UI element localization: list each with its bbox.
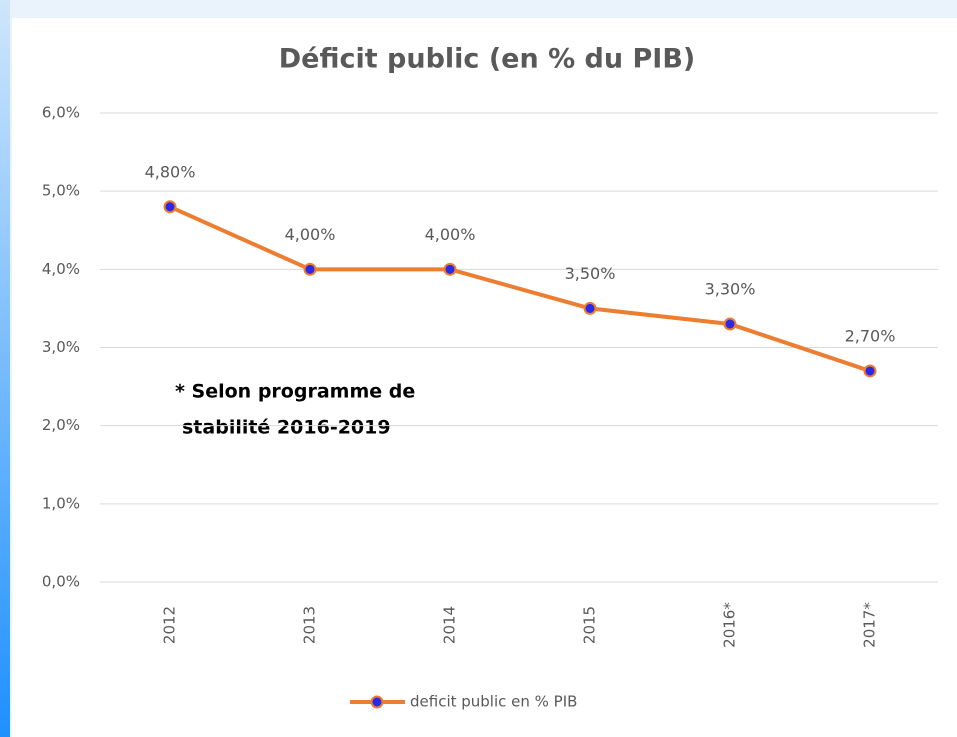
edge-strip (0, 0, 10, 737)
point-marker (443, 262, 457, 276)
data-label: 3,30% (705, 280, 756, 299)
y-tick-label: 5,0% (42, 182, 80, 200)
x-tick-label: 2012 (161, 606, 179, 644)
x-tick-label: 2017* (861, 602, 879, 648)
x-tick-label: 2014 (441, 606, 459, 644)
x-tick-label: 2013 (301, 606, 319, 644)
legend-label: deficit public en % PIB (410, 693, 577, 711)
y-tick-label: 2,0% (42, 416, 80, 434)
data-label: 3,50% (565, 264, 616, 283)
annotation: * Selon programme de (175, 381, 415, 403)
x-tick-label: 2015 (581, 606, 599, 644)
point-marker (303, 262, 317, 276)
y-tick-label: 6,0% (42, 104, 80, 122)
x-tick-label: 2016* (721, 602, 739, 648)
y-tick-label: 4,0% (42, 260, 80, 278)
annotation: stabilité 2016-2019 (182, 417, 391, 439)
legend-marker (370, 695, 384, 709)
point-marker (723, 317, 737, 331)
y-tick-label: 1,0% (42, 494, 80, 512)
data-label: 4,80% (145, 162, 196, 181)
y-tick-label: 3,0% (42, 338, 80, 356)
chart-area (12, 18, 957, 737)
data-label: 2,70% (845, 326, 896, 345)
chart-title: Déficit public (en % du PIB) (279, 44, 696, 75)
y-tick-label: 0,0% (42, 573, 80, 591)
point-marker (863, 364, 877, 378)
point-marker (163, 200, 177, 214)
data-label: 4,00% (425, 225, 476, 244)
point-marker (583, 301, 597, 315)
series-line (169, 204, 871, 373)
data-label: 4,00% (285, 225, 336, 244)
